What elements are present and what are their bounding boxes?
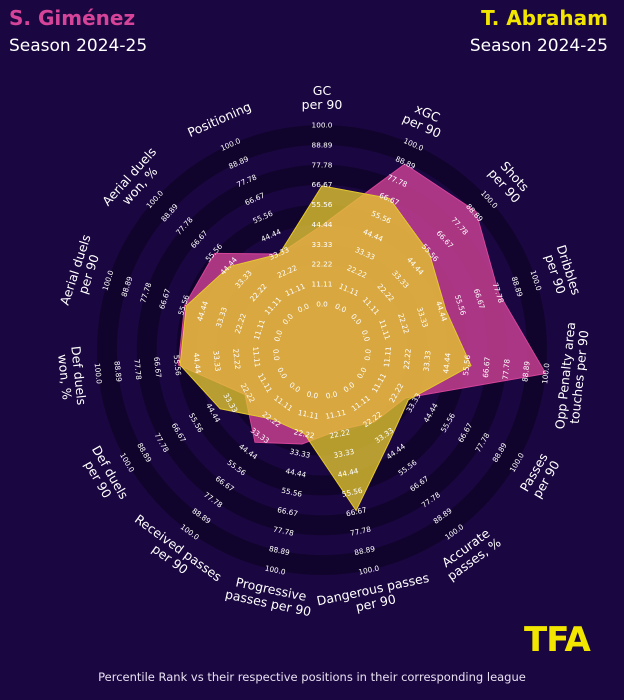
- series-polygon-abraham: [179, 185, 472, 512]
- radar-series: [177, 163, 547, 512]
- ring-tick-label: 33.33: [333, 447, 356, 460]
- ring-tick-label: 44.44: [192, 352, 203, 374]
- ring-tick-label: 55.56: [312, 200, 333, 209]
- ring-tick-label: 77.78: [272, 525, 295, 538]
- ring-tick-label: 77.78: [501, 358, 512, 380]
- ring-tick-label: 77.78: [312, 160, 333, 169]
- ring-tick-label: 55.56: [341, 486, 364, 499]
- ring-tick-label: 88.89: [312, 140, 333, 149]
- ring-tick-label: 22.22: [312, 260, 333, 269]
- tfa-logo: TFA: [524, 620, 591, 660]
- ring-tick-label: 11.11: [382, 346, 393, 368]
- metric-label: Shotsper 90: [485, 156, 534, 206]
- right-player-season: Season 2024-25: [469, 36, 608, 56]
- ring-tick-label: 88.89: [268, 544, 291, 557]
- ring-tick-label: 11.11: [251, 346, 262, 368]
- metric-label: Dribblesper 90: [540, 243, 584, 301]
- ring-tick-label: 0.0: [363, 348, 373, 361]
- ring-tick-label: 88.89: [112, 361, 123, 383]
- ring-tick-label: 66.67: [312, 180, 333, 189]
- ring-tick-label: 11.11: [312, 280, 333, 289]
- ring-tick-label: 0.0: [271, 349, 281, 362]
- ring-tick-label: 100.0: [312, 121, 333, 130]
- metric-label: xGCper 90: [400, 98, 449, 141]
- metric-label: Progressivepasses per 90: [224, 573, 316, 620]
- ring-tick-label: 22.22: [402, 348, 413, 370]
- ring-tick-label: 66.67: [481, 356, 492, 378]
- metric-label: Def duelswon, %: [54, 345, 89, 407]
- ring-tick-label: 22.22: [231, 348, 242, 370]
- ring-tick-label: 66.67: [345, 505, 368, 518]
- metric-label: Opp Penalty areatouches per 90: [552, 321, 592, 431]
- ring-tick-label: 44.44: [285, 466, 308, 479]
- ring-tick-label: 0.0: [325, 389, 339, 400]
- ring-tick-label: 0.0: [306, 389, 320, 400]
- ring-tick-label: 55.56: [281, 486, 304, 499]
- ring-tick-labels: 0.0 11.11 22.22 33.33 44.44 55.56 66.67 77.78 88…: [93, 121, 552, 577]
- ring-tick-label: 44.44: [312, 220, 333, 229]
- ring-tick-label: 66.67: [152, 356, 163, 378]
- ring-tick-label: 77.78: [132, 359, 143, 381]
- ring-tick-label: 0.0: [316, 300, 328, 309]
- ring-tick-label: 100.0: [264, 564, 287, 577]
- ring-tick-label: 33.33: [289, 447, 312, 460]
- ring-tick-label: 0.0: [360, 329, 372, 343]
- ring-tick-label: 22.22: [293, 427, 315, 440]
- metric-label: Dangerous passesper 90: [315, 570, 433, 622]
- ring-tick-label: 0.0: [296, 301, 311, 314]
- ring-tick-label: 44.44: [441, 352, 452, 374]
- ring-tick-label: 11.11: [325, 408, 347, 421]
- ring-tick-label: 100.0: [93, 363, 104, 385]
- ring-tick-label: 77.78: [349, 525, 372, 538]
- ring-tick-label: 100.0: [358, 563, 381, 576]
- metric-label: Aerial duelsper 90: [57, 233, 107, 312]
- ring-tick-label: 11.11: [297, 408, 319, 421]
- metric-label: Positioning: [185, 99, 253, 140]
- ring-tick-label: 55.56: [172, 354, 183, 376]
- ring-tick-label: 33.33: [312, 240, 333, 249]
- footnote: Percentile Rank vs their respective posi…: [98, 670, 526, 684]
- ring-tick-label: 88.89: [353, 544, 376, 557]
- ring-tick-label: 44.44: [337, 466, 360, 479]
- left-player-season: Season 2024-25: [9, 36, 148, 56]
- ring-tick-label: 22.22: [329, 427, 351, 440]
- ring-tick-label: 0.0: [334, 302, 349, 315]
- left-player-name: S. Giménez: [9, 6, 136, 30]
- metric-label: GC per 90: [302, 83, 343, 112]
- ring-tick-label: 100.0: [540, 362, 551, 384]
- ring-tick-label: 88.89: [520, 360, 531, 382]
- ring-tick-label: 33.33: [211, 350, 222, 372]
- right-player-name: T. Abraham: [481, 6, 608, 30]
- ring-tick-label: 0.0: [272, 329, 284, 343]
- ring-tick-label: 33.33: [422, 350, 433, 372]
- ring-tick-label: 55.56: [461, 354, 472, 376]
- ring-tick-label: 66.67: [276, 505, 299, 518]
